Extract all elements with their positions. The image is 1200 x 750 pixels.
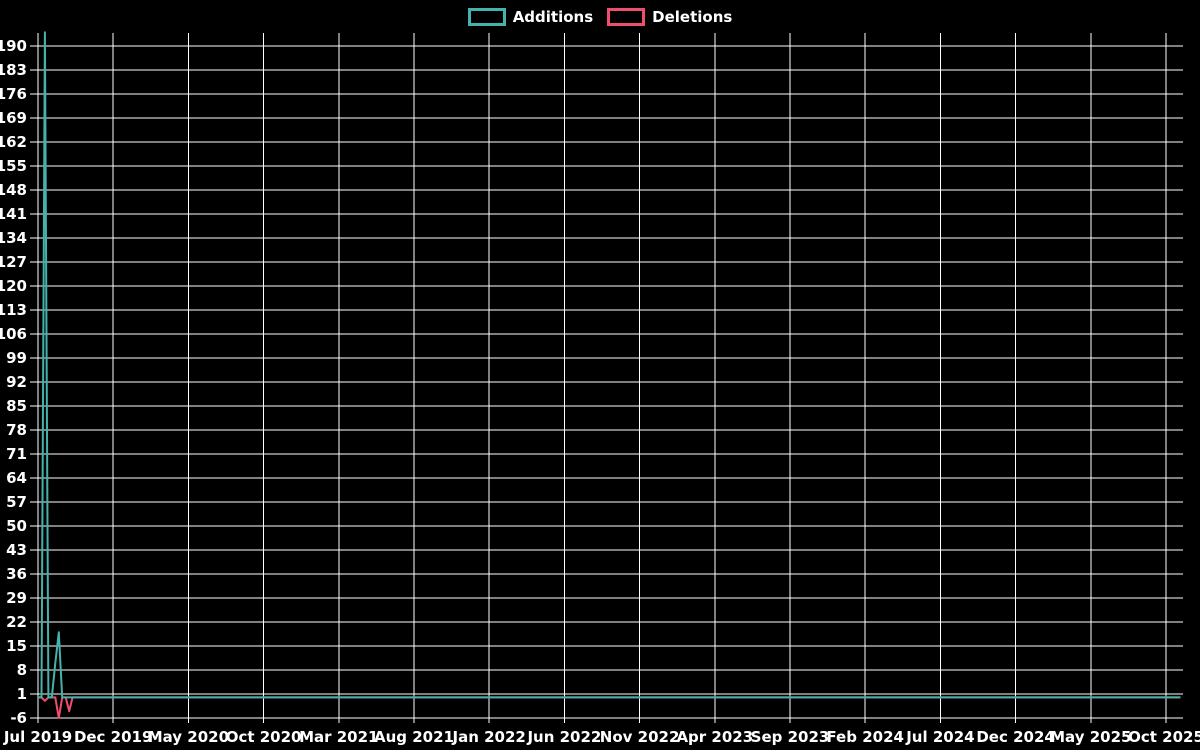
y-tick-label: 106 bbox=[0, 325, 27, 343]
x-tick-label: Sep 2023 bbox=[751, 728, 830, 746]
y-tick-label: 22 bbox=[6, 613, 27, 631]
y-tick-label: 162 bbox=[0, 133, 27, 151]
x-tick-label: Dec 2019 bbox=[74, 728, 153, 746]
x-tick-label: Jul 2019 bbox=[3, 728, 72, 746]
y-tick-label: 36 bbox=[6, 565, 27, 583]
y-tick-label: 29 bbox=[6, 589, 27, 607]
y-tick-label: -6 bbox=[10, 709, 27, 727]
y-tick-label: 71 bbox=[6, 445, 27, 463]
y-tick-label: 92 bbox=[6, 373, 27, 391]
y-tick-label: 85 bbox=[6, 397, 27, 415]
x-tick-label: Apr 2023 bbox=[676, 728, 753, 746]
y-tick-label: 1 bbox=[17, 685, 27, 703]
y-tick-label: 50 bbox=[6, 517, 27, 535]
y-tick-label: 15 bbox=[6, 637, 27, 655]
y-tick-label: 127 bbox=[0, 253, 27, 271]
legend-item-deletions[interactable]: Deletions bbox=[607, 8, 732, 26]
y-tick-label: 113 bbox=[0, 301, 27, 319]
y-tick-label: 176 bbox=[0, 85, 27, 103]
y-tick-label: 183 bbox=[0, 61, 27, 79]
y-tick-label: 155 bbox=[0, 157, 27, 175]
y-tick-label: 99 bbox=[6, 349, 27, 367]
y-tick-label: 169 bbox=[0, 109, 27, 127]
y-tick-label: 141 bbox=[0, 205, 27, 223]
deletions-line bbox=[38, 696, 1181, 719]
additions-line bbox=[38, 31, 1181, 699]
x-tick-label: May 2025 bbox=[1050, 728, 1131, 746]
x-tick-label: Mar 2021 bbox=[299, 728, 378, 746]
x-tick-label: May 2020 bbox=[148, 728, 229, 746]
x-tick-label: Jan 2022 bbox=[452, 728, 526, 746]
y-tick-label: 78 bbox=[6, 421, 27, 439]
x-tick-label: Oct 2020 bbox=[226, 728, 302, 746]
x-tick-label: Oct 2025 bbox=[1128, 728, 1200, 746]
chart-legend: Additions Deletions bbox=[0, 8, 1200, 26]
y-tick-label: 120 bbox=[0, 277, 27, 295]
additions-swatch-icon bbox=[467, 8, 506, 26]
x-tick-label: Nov 2022 bbox=[600, 728, 680, 746]
legend-item-additions[interactable]: Additions bbox=[467, 8, 594, 26]
y-tick-label: 134 bbox=[0, 229, 27, 247]
y-tick-label: 190 bbox=[0, 37, 27, 55]
legend-label-additions: Additions bbox=[512, 8, 594, 26]
y-tick-label: 64 bbox=[6, 469, 27, 487]
deletions-swatch-icon bbox=[607, 8, 646, 26]
x-tick-label: Jun 2022 bbox=[526, 728, 601, 746]
x-tick-label: Dec 2024 bbox=[976, 728, 1055, 746]
y-tick-label: 43 bbox=[6, 541, 27, 559]
y-tick-label: 57 bbox=[6, 493, 27, 511]
x-tick-label: Jul 2024 bbox=[905, 728, 974, 746]
y-tick-label: 8 bbox=[17, 661, 27, 679]
x-tick-label: Feb 2024 bbox=[826, 728, 904, 746]
legend-label-deletions: Deletions bbox=[652, 8, 733, 26]
y-tick-label: 148 bbox=[0, 181, 27, 199]
x-tick-label: Aug 2021 bbox=[374, 728, 454, 746]
